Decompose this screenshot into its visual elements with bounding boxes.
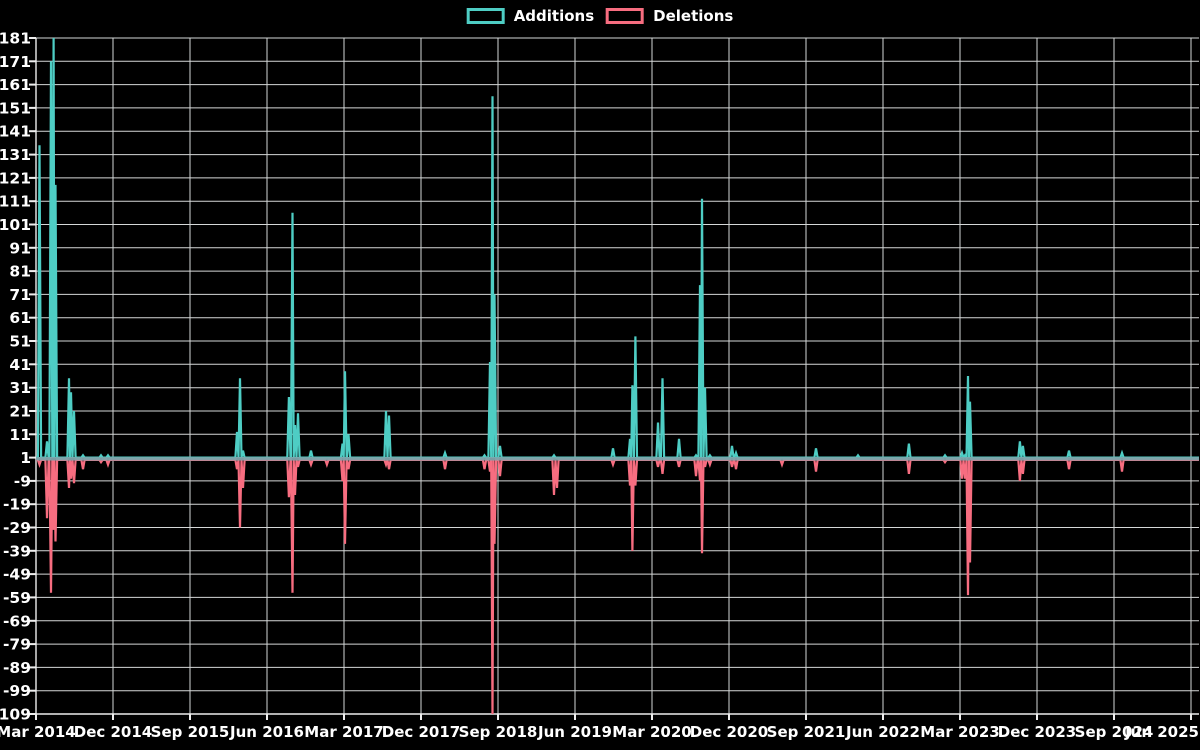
y-tick-label: 11 [9, 426, 31, 444]
y-tick-label: -59 [3, 589, 31, 607]
y-tick-label: -99 [3, 682, 31, 700]
x-tick-label: Dec 2014 [74, 723, 153, 741]
y-tick-label: 1 [20, 449, 31, 467]
y-tick-label: 21 [9, 403, 31, 421]
y-tick-label: 111 [0, 193, 31, 211]
y-axis-labels: 1811711611511411311211111019181716151413… [0, 30, 31, 724]
legend: Additions Deletions [466, 7, 733, 25]
deletions-swatch-icon [606, 8, 645, 24]
gridlines [35, 37, 1199, 715]
legend-label-additions: Additions [513, 7, 595, 25]
y-tick-label: 161 [0, 76, 31, 94]
y-tick-label: 181 [0, 30, 31, 48]
x-tick-label: Jun 2022 [845, 723, 920, 741]
x-tick-label: Sep 2021 [767, 723, 846, 741]
y-tick-label: 61 [9, 309, 31, 327]
x-tick-label: Jun 2025 [1124, 723, 1199, 741]
x-tick-label: Mar 2020 [612, 723, 691, 741]
y-tick-label: 141 [0, 123, 31, 141]
y-tick-label: -19 [3, 496, 31, 514]
x-tick-label: Sep 2024 [1075, 723, 1154, 741]
x-tick-label: Mar 2014 [0, 723, 76, 741]
x-tick-label: Dec 2023 [998, 723, 1077, 741]
y-tick-label: -109 [0, 706, 31, 724]
y-tick-label: -9 [14, 472, 31, 490]
y-tick-label: -69 [3, 612, 31, 630]
y-tick-label: 31 [9, 379, 31, 397]
y-tick-label: 91 [9, 239, 31, 257]
y-tick-label: 71 [9, 286, 31, 304]
x-tick-label: Jun 2019 [537, 723, 612, 741]
y-tick-label: -29 [3, 519, 31, 537]
x-tick-label: Dec 2017 [382, 723, 461, 741]
y-tick-label: 101 [0, 216, 31, 234]
x-tick-label: Dec 2020 [690, 723, 769, 741]
legend-item-deletions[interactable]: Deletions [606, 7, 733, 25]
legend-item-additions[interactable]: Additions [466, 7, 595, 25]
additions-swatch-icon [466, 8, 505, 24]
x-tick-label: Mar 2017 [304, 723, 383, 741]
y-tick-label: -39 [3, 542, 31, 560]
x-tick-label: Jun 2016 [229, 723, 304, 741]
y-tick-label: 131 [0, 146, 31, 164]
deletions-line [36, 458, 1199, 715]
y-tick-label: 121 [0, 169, 31, 187]
x-tick-label: Sep 2015 [151, 723, 230, 741]
legend-label-deletions: Deletions [653, 7, 734, 25]
x-tick-label: Sep 2018 [459, 723, 538, 741]
y-tick-label: 41 [9, 356, 31, 374]
y-tick-label: -89 [3, 659, 31, 677]
y-tick-label: 51 [9, 333, 31, 351]
y-tick-label: -79 [3, 636, 31, 654]
y-tick-label: 171 [0, 53, 31, 71]
axes [29, 37, 1199, 720]
y-tick-label: 81 [9, 263, 31, 281]
x-tick-label: Mar 2023 [920, 723, 999, 741]
y-tick-label: 151 [0, 99, 31, 117]
y-tick-label: -49 [3, 566, 31, 584]
